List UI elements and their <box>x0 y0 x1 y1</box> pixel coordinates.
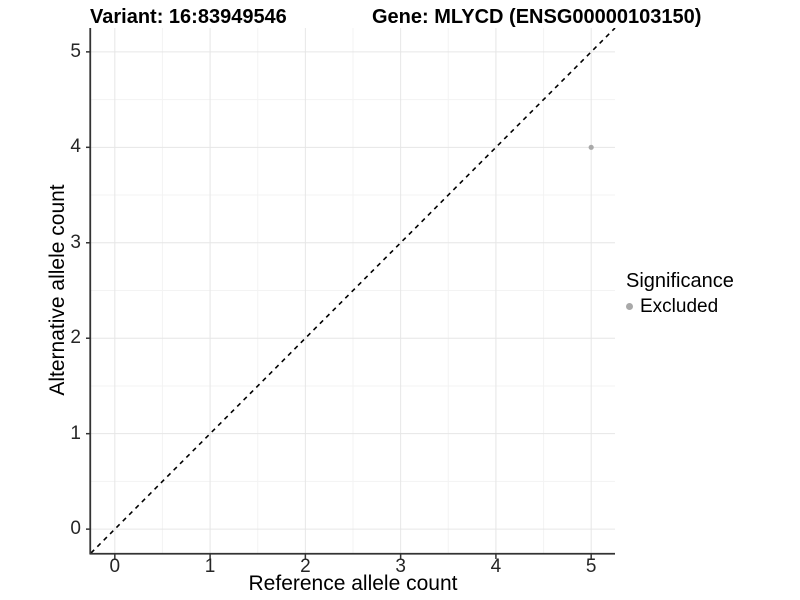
plot-title-gene: Gene: MLYCD (ENSG00000103150) <box>372 6 702 28</box>
legend-point-icon <box>626 303 633 310</box>
legend-item-excluded: Excluded <box>626 295 734 318</box>
x-tick-label: 2 <box>300 556 311 577</box>
identity-line <box>90 28 616 554</box>
legend-item-label: Excluded <box>640 296 719 317</box>
y-axis-title: Alternative allele count <box>46 184 69 396</box>
y-tick-label: 3 <box>70 231 81 253</box>
plot-title-variant: Variant: 16:83949546 <box>90 6 287 28</box>
x-tick-label: 0 <box>109 556 121 577</box>
y-tick-label: 4 <box>70 136 81 158</box>
y-tick-label: 5 <box>70 40 81 62</box>
legend: Significance Excluded <box>626 269 734 318</box>
x-tick-label: 4 <box>490 556 502 577</box>
y-tick-label: 1 <box>70 422 81 444</box>
legend-title: Significance <box>626 270 734 292</box>
x-tick-label: 1 <box>204 556 216 577</box>
plot-panel <box>86 28 616 559</box>
x-tick-label: 3 <box>395 556 406 577</box>
y-tick-label: 0 <box>70 518 81 540</box>
y-tick-label: 2 <box>70 327 81 349</box>
x-tick-label: 5 <box>585 556 597 577</box>
data-point <box>588 144 594 150</box>
x-axis-title: Reference allele count <box>248 572 458 595</box>
